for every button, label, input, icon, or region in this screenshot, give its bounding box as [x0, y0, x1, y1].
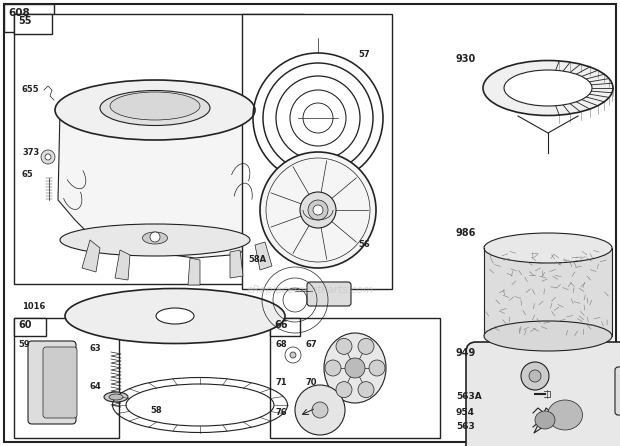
Text: 655: 655	[22, 85, 40, 94]
Ellipse shape	[55, 80, 255, 140]
Circle shape	[369, 360, 385, 376]
Text: 64: 64	[90, 382, 102, 391]
Bar	[242, 14, 392, 289]
Ellipse shape	[324, 333, 386, 403]
Ellipse shape	[156, 308, 194, 324]
Text: 71: 71	[276, 378, 288, 387]
Text: 373: 373	[22, 148, 39, 157]
Ellipse shape	[110, 92, 200, 120]
Text: 930: 930	[456, 54, 476, 64]
FancyBboxPatch shape	[28, 341, 76, 424]
Polygon shape	[115, 250, 130, 280]
Text: 67: 67	[306, 340, 317, 349]
Circle shape	[336, 339, 352, 355]
Text: 59: 59	[18, 340, 30, 349]
Text: 66: 66	[274, 320, 288, 330]
Circle shape	[308, 200, 328, 220]
Bar	[14, 318, 46, 336]
Polygon shape	[230, 250, 243, 278]
Text: 608: 608	[8, 8, 30, 18]
Circle shape	[41, 150, 55, 164]
Polygon shape	[255, 242, 272, 270]
Text: 949: 949	[456, 348, 476, 358]
Text: 68: 68	[276, 340, 288, 349]
FancyBboxPatch shape	[43, 347, 77, 418]
Bar	[14, 318, 119, 438]
Bar	[14, 14, 304, 284]
Text: 56: 56	[358, 240, 370, 249]
Polygon shape	[82, 240, 100, 272]
Circle shape	[325, 360, 341, 376]
Ellipse shape	[504, 70, 592, 106]
Text: 76: 76	[276, 408, 288, 417]
Circle shape	[529, 370, 541, 382]
Ellipse shape	[60, 224, 250, 256]
Text: 65: 65	[22, 170, 33, 179]
Circle shape	[358, 339, 374, 355]
Text: 57: 57	[358, 50, 370, 59]
Text: 986: 986	[456, 228, 476, 238]
Circle shape	[300, 192, 336, 228]
FancyBboxPatch shape	[466, 342, 620, 446]
Text: 1016: 1016	[22, 302, 45, 311]
Circle shape	[521, 362, 549, 390]
Bar	[270, 318, 300, 336]
Text: 58: 58	[150, 406, 162, 415]
Circle shape	[345, 358, 365, 378]
Ellipse shape	[100, 91, 210, 125]
Circle shape	[260, 152, 376, 268]
Bar	[4, 4, 54, 32]
Text: 563: 563	[456, 422, 475, 431]
Ellipse shape	[484, 233, 612, 263]
Circle shape	[45, 154, 51, 160]
FancyBboxPatch shape	[307, 282, 351, 306]
Polygon shape	[58, 110, 265, 258]
Text: 58A: 58A	[248, 255, 266, 264]
Ellipse shape	[143, 232, 167, 244]
FancyBboxPatch shape	[615, 367, 620, 415]
Ellipse shape	[484, 321, 612, 351]
Text: 70: 70	[306, 378, 317, 387]
Ellipse shape	[104, 392, 128, 402]
Text: eReplacementParts.com: eReplacementParts.com	[246, 285, 374, 295]
Circle shape	[358, 382, 374, 398]
Circle shape	[290, 352, 296, 358]
Ellipse shape	[109, 394, 123, 400]
Text: 60: 60	[18, 320, 32, 330]
Circle shape	[150, 232, 160, 242]
Circle shape	[336, 382, 352, 398]
Circle shape	[295, 385, 345, 435]
Polygon shape	[188, 258, 200, 285]
Ellipse shape	[483, 61, 613, 116]
Bar	[270, 318, 440, 438]
Text: 55: 55	[18, 16, 32, 26]
Text: 954: 954	[456, 408, 475, 417]
Bar	[14, 14, 52, 34]
Bar	[484, 248, 612, 336]
Circle shape	[313, 205, 323, 215]
Ellipse shape	[535, 411, 555, 429]
Ellipse shape	[547, 400, 583, 430]
Text: 563A: 563A	[456, 392, 482, 401]
Ellipse shape	[65, 289, 285, 343]
Circle shape	[312, 402, 328, 418]
Text: 63: 63	[90, 344, 102, 353]
